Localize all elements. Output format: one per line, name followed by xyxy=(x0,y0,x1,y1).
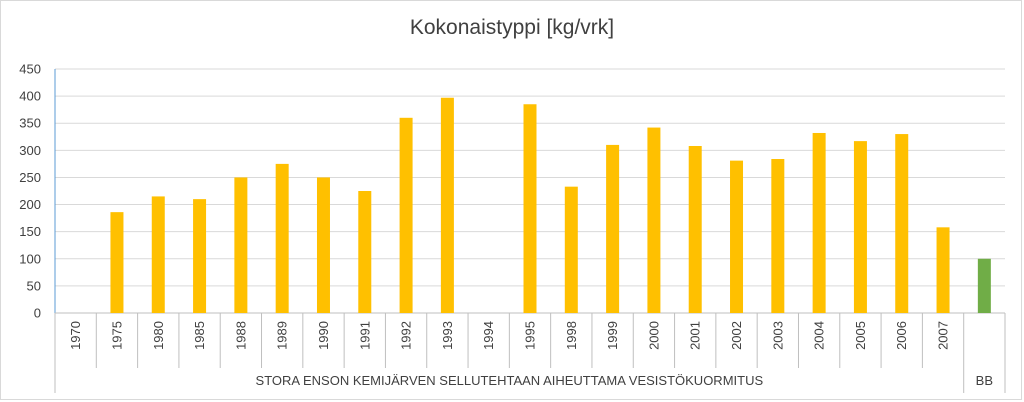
y-tick-label: 50 xyxy=(27,278,41,293)
bar xyxy=(812,132,826,313)
x-tick-label: 1990 xyxy=(316,321,331,350)
y-tick-label: 150 xyxy=(19,224,41,239)
bar xyxy=(688,145,702,313)
bar xyxy=(771,159,785,313)
x-tick-label: 1991 xyxy=(357,321,372,350)
x-tick-label: 1988 xyxy=(233,321,248,350)
bar xyxy=(895,134,909,313)
x-tick-label: 1989 xyxy=(275,321,290,350)
x-tick-label: 1980 xyxy=(151,321,166,350)
group-label: BB xyxy=(976,373,993,388)
x-tick-label: 2005 xyxy=(853,321,868,350)
bar xyxy=(853,141,867,313)
y-tick-label: 300 xyxy=(19,143,41,158)
x-tick-label: 1993 xyxy=(440,321,455,350)
x-tick-label: 1970 xyxy=(68,321,83,350)
bar xyxy=(234,177,248,313)
group-label: STORA ENSON KEMIJÄRVEN SELLUTEHTAAN AIHE… xyxy=(256,373,764,388)
x-tick-label: 1994 xyxy=(481,321,496,350)
x-tick-label: 2007 xyxy=(936,321,951,350)
bar xyxy=(110,212,124,313)
x-tick-label: 2002 xyxy=(729,321,744,350)
bar xyxy=(606,144,620,313)
x-tick-label: 1985 xyxy=(192,321,207,350)
x-tick-label: 1995 xyxy=(523,321,538,350)
bar xyxy=(151,196,165,313)
y-tick-label: 450 xyxy=(19,62,41,77)
bar xyxy=(275,163,289,313)
y-tick-label: 350 xyxy=(19,116,41,131)
bar xyxy=(399,117,413,313)
x-tick-label: 2003 xyxy=(770,321,785,350)
bar xyxy=(977,258,991,313)
bar xyxy=(316,177,330,313)
bar xyxy=(730,160,744,313)
x-tick-label: 2004 xyxy=(812,321,827,350)
bar xyxy=(564,186,578,313)
y-tick-label: 250 xyxy=(19,170,41,185)
bar xyxy=(936,227,950,313)
x-tick-label: 1992 xyxy=(399,321,414,350)
y-tick-label: 0 xyxy=(34,306,41,321)
y-tick-label: 100 xyxy=(19,251,41,266)
bar xyxy=(440,97,454,313)
x-tick-label: 1999 xyxy=(605,321,620,350)
x-tick-label: 2001 xyxy=(688,321,703,350)
bar xyxy=(358,191,372,313)
y-tick-label: 200 xyxy=(19,197,41,212)
y-tick-label: 400 xyxy=(19,89,41,104)
x-tick-label: 2006 xyxy=(894,321,909,350)
x-tick-label: 1998 xyxy=(564,321,579,350)
x-tick-label: 1975 xyxy=(109,321,124,350)
bar xyxy=(647,127,661,313)
bar xyxy=(193,199,207,313)
x-tick-label: 2000 xyxy=(646,321,661,350)
bar xyxy=(523,104,537,313)
chart-title: Kokonaistyppi [kg/vrk] xyxy=(409,16,615,39)
